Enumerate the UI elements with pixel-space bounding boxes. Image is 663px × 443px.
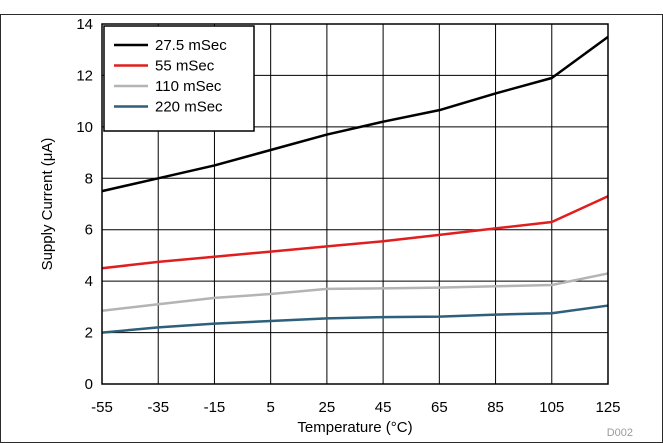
x-tick-label: 105 [539,399,564,416]
series-line-2 [101,195,609,270]
y-tick-label: 0 [85,376,93,393]
series-line-3 [101,272,609,312]
y-tick-label: 14 [76,16,93,33]
x-tick-label: 5 [266,399,274,416]
figure-id: D002 [606,427,633,439]
legend-label: 220 mSec [155,99,223,116]
y-axis-label: Supply Current (μA) [39,138,56,271]
plot-area-border [101,23,609,385]
x-tick-label: -35 [147,399,169,416]
x-tick-label: 25 [319,399,336,416]
x-tick-label: 125 [595,399,620,416]
top-border-strip [0,0,663,15]
y-tick-label: 10 [76,119,93,136]
y-tick-label: 4 [85,273,93,290]
x-tick-label: 85 [487,399,504,416]
y-tick-label: 8 [85,170,93,187]
x-tick-label: -55 [91,399,113,416]
legend-box [103,25,255,132]
legend-label: 110 mSec [155,78,222,95]
x-tick-label: -15 [204,399,226,416]
y-tick-label: 6 [85,222,93,239]
legend: 27.5 mSec 55 mSec 110 mSec 220 mSec [103,25,255,132]
series-lines [101,35,609,334]
y-tick-labels: 0 2 4 6 8 10 12 14 [76,16,93,393]
legend-label: 27.5 mSec [155,37,227,54]
x-tick-labels: -55 -35 -15 5 25 45 65 85 105 125 [91,399,620,416]
x-tick-label: 45 [375,399,392,416]
y-tick-label: 12 [76,67,93,84]
series-line-4 [101,304,609,334]
x-tick-label: 65 [431,399,448,416]
legend-label: 55 mSec [155,58,215,75]
y-tick-label: 2 [85,325,93,342]
series-line-1 [101,35,609,193]
x-axis-label: Temperature (°C) [297,419,412,436]
